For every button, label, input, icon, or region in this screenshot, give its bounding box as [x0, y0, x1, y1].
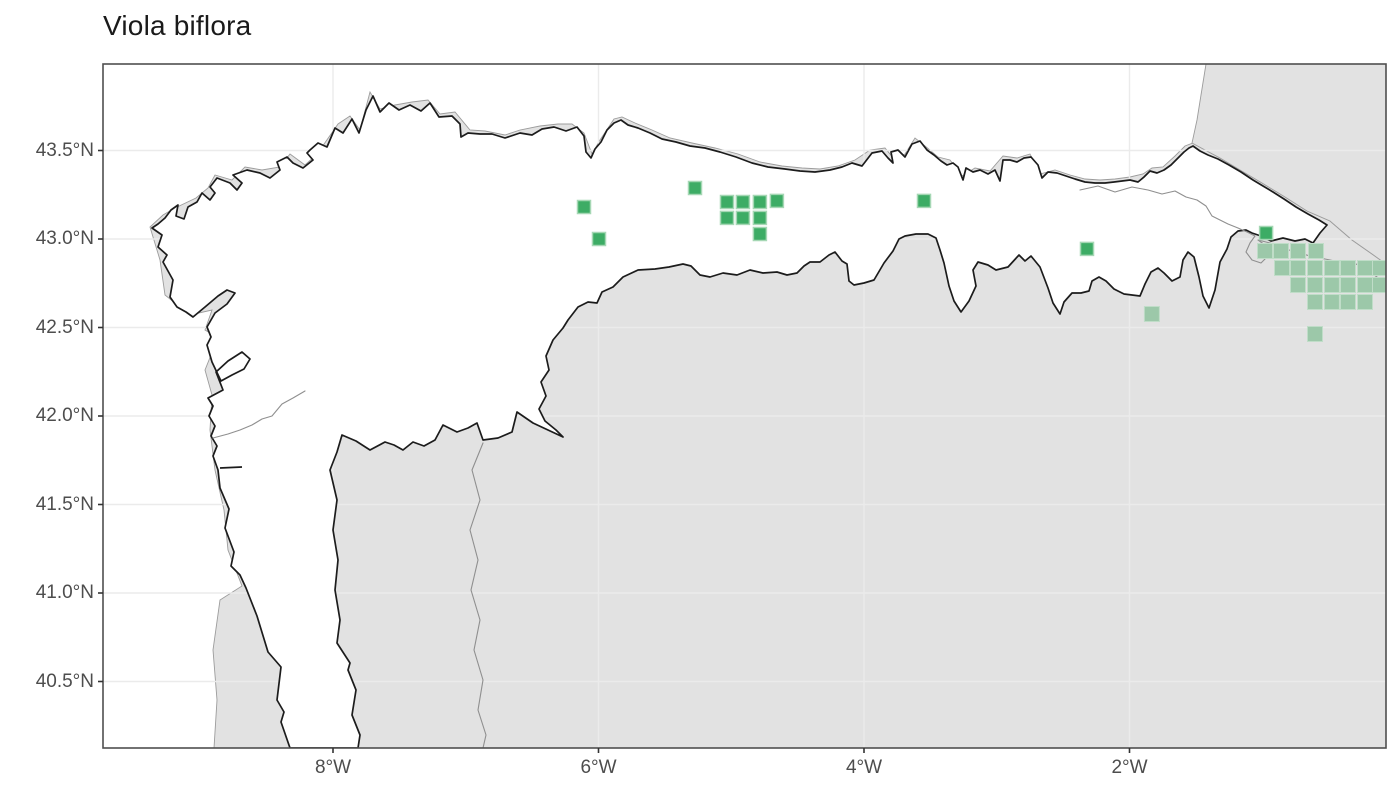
- occurrences-light-marker: [1257, 243, 1273, 259]
- y-axis-tick-label: 43.5°N: [35, 139, 94, 161]
- occurrences-light-marker: [1340, 277, 1356, 293]
- occurrences-dark-marker: [752, 194, 768, 210]
- occurrences-dark-marker: [752, 210, 768, 226]
- occurrences-light-marker: [1372, 260, 1386, 276]
- y-axis-tick-label: 42.0°N: [35, 405, 94, 426]
- x-axis-tick-label: 4°W: [845, 757, 883, 778]
- x-axis-tick-label: 6°W: [580, 757, 617, 778]
- occurrences-dark-marker: [687, 180, 703, 196]
- occurrences-light-marker: [1357, 260, 1373, 276]
- occurrences-light-marker: [1323, 260, 1340, 276]
- occurrences-light-marker: [1307, 277, 1323, 293]
- occurrence-points: [576, 180, 1386, 342]
- occurrences-dark-marker: [735, 194, 751, 210]
- y-axis-tick-label: 40.5°N: [35, 670, 94, 692]
- occurrences-dark-marker: [752, 226, 768, 242]
- occurrences-light-marker: [1323, 277, 1340, 293]
- y-axis-tick-label: 43.0°N: [35, 228, 94, 249]
- y-axis-tick-label: 41.5°N: [35, 493, 94, 515]
- occurrences-dark-marker: [1079, 241, 1095, 257]
- occurrences-light-marker: [1357, 277, 1373, 293]
- y-axis-tick-label: 42.5°N: [35, 316, 94, 338]
- occurrences-dark-marker: [916, 193, 932, 209]
- land-france: [1191, 64, 1386, 265]
- occurrences-light-marker: [1372, 277, 1386, 293]
- panel-border: [102, 63, 1387, 749]
- occurrences-light-marker: [1308, 243, 1324, 259]
- occurrences-light-marker: [1357, 294, 1373, 310]
- y-axis-tick-label: 41.0°N: [35, 582, 94, 603]
- occurrences-dark-marker: [1258, 225, 1274, 241]
- border-galicia-portugal: [212, 390, 306, 439]
- occurrences-light-marker: [1340, 294, 1356, 310]
- occurrences-light-marker: [1340, 260, 1356, 276]
- occurrences-light-marker: [1290, 260, 1306, 276]
- x-axis-tick-label: 2°W: [1111, 757, 1148, 778]
- x-axis-tick-label: 8°W: [314, 757, 352, 778]
- occurrences-light-marker: [1143, 306, 1160, 322]
- axis-ticks: [98, 149, 1131, 753]
- occurrences-light-marker: [1274, 260, 1290, 276]
- occurrences-light-marker: [1290, 243, 1306, 259]
- occurrences-light-marker: [1307, 294, 1323, 310]
- occurrences-dark-marker: [735, 210, 751, 226]
- chart-title: Viola biflora: [103, 10, 252, 41]
- occurrences-dark-marker: [719, 194, 735, 210]
- occurrences-light-marker: [1290, 277, 1306, 293]
- occurrences-dark-marker: [576, 199, 592, 215]
- occurrences-dark-marker: [769, 193, 785, 209]
- occurrences-dark-marker: [719, 210, 735, 226]
- occurrences-light-marker: [1307, 260, 1323, 276]
- study-region-outline: [151, 95, 1328, 748]
- occurrences-dark-marker: [591, 231, 607, 247]
- border-spain-portugal: [469, 442, 487, 748]
- occurrences-light-marker: [1273, 243, 1289, 259]
- river-douro-mouth: [219, 466, 243, 469]
- occurrences-light-marker: [1307, 326, 1323, 342]
- occurrences-light-marker: [1323, 294, 1340, 310]
